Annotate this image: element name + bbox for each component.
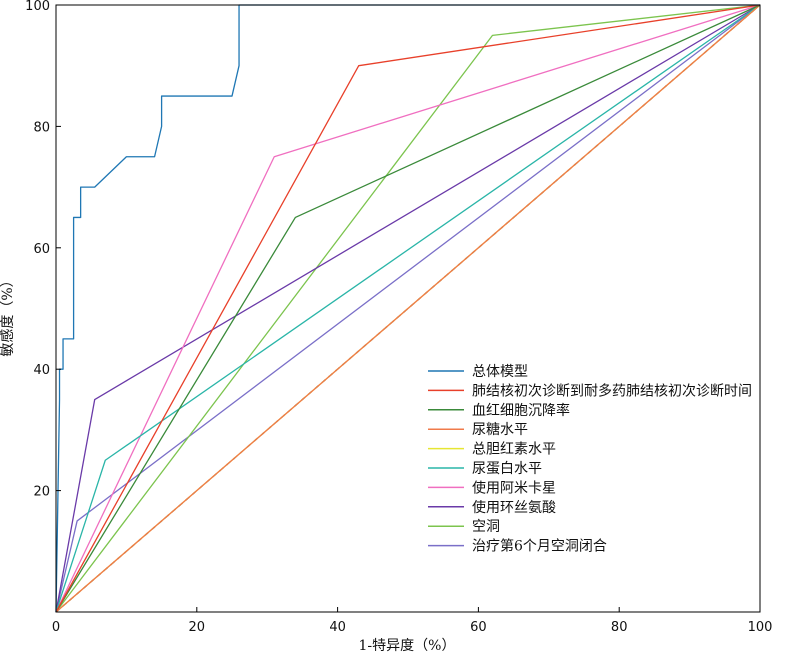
y-tick-label-4: 100 bbox=[25, 0, 50, 14]
roc-line-8 bbox=[55, 4, 761, 613]
roc-line-7 bbox=[55, 4, 761, 613]
roc-line-6 bbox=[55, 4, 761, 613]
roc-line-1 bbox=[55, 4, 760, 613]
roc-line-4 bbox=[55, 4, 761, 613]
roc-line-2 bbox=[55, 4, 761, 613]
legend-label-9: 空洞 bbox=[472, 519, 500, 535]
x-tick-label-1: 20 bbox=[189, 620, 206, 635]
plot-frame bbox=[55, 4, 761, 613]
y-tick-label-0: 20 bbox=[33, 485, 50, 500]
y-axis-title: 敏感度（%） bbox=[0, 273, 16, 356]
tick-labels: 0 20 40 60 80 100 20 40 60 80 100 bbox=[25, 0, 772, 635]
y-tick-label-3: 80 bbox=[33, 120, 50, 135]
x-tick-label-2: 40 bbox=[329, 620, 346, 635]
legend-label-6: 尿蛋白水平 bbox=[472, 461, 542, 477]
legend-label-10: 治疗第6个月空洞闭合 bbox=[472, 538, 607, 555]
y-tick-label-1: 40 bbox=[33, 363, 50, 378]
roc-line-3 bbox=[55, 4, 761, 613]
y-tick-label-2: 60 bbox=[33, 242, 50, 257]
axes bbox=[55, 4, 761, 613]
legend-label-3: 血红细胞沉降率 bbox=[472, 402, 570, 419]
x-tick-label-4: 80 bbox=[611, 620, 628, 635]
legend-label-2: 肺结核初次诊断到耐多药肺结核初次诊断时间 bbox=[472, 382, 752, 399]
legend: 总体模型肺结核初次诊断到耐多药肺结核初次诊断时间血红细胞沉降率尿糖水平总胆红素水… bbox=[428, 364, 752, 555]
legend-label-8: 使用环丝氨酸 bbox=[472, 499, 556, 516]
x-tick-label-3: 60 bbox=[470, 620, 487, 635]
roc-line-9 bbox=[55, 4, 761, 613]
x-tick-label-5: 100 bbox=[748, 620, 773, 635]
legend-label-4: 尿糖水平 bbox=[472, 422, 528, 438]
legend-label-5: 总胆红素水平 bbox=[472, 442, 556, 458]
roc-curves bbox=[55, 4, 761, 613]
x-tick-label-0: 0 bbox=[52, 620, 60, 635]
legend-label-1: 总体模型 bbox=[472, 364, 528, 380]
legend-label-7: 使用阿米卡星 bbox=[472, 479, 556, 496]
x-axis-title: 1-特异度（%） bbox=[359, 638, 456, 654]
roc-line-10 bbox=[55, 4, 761, 613]
